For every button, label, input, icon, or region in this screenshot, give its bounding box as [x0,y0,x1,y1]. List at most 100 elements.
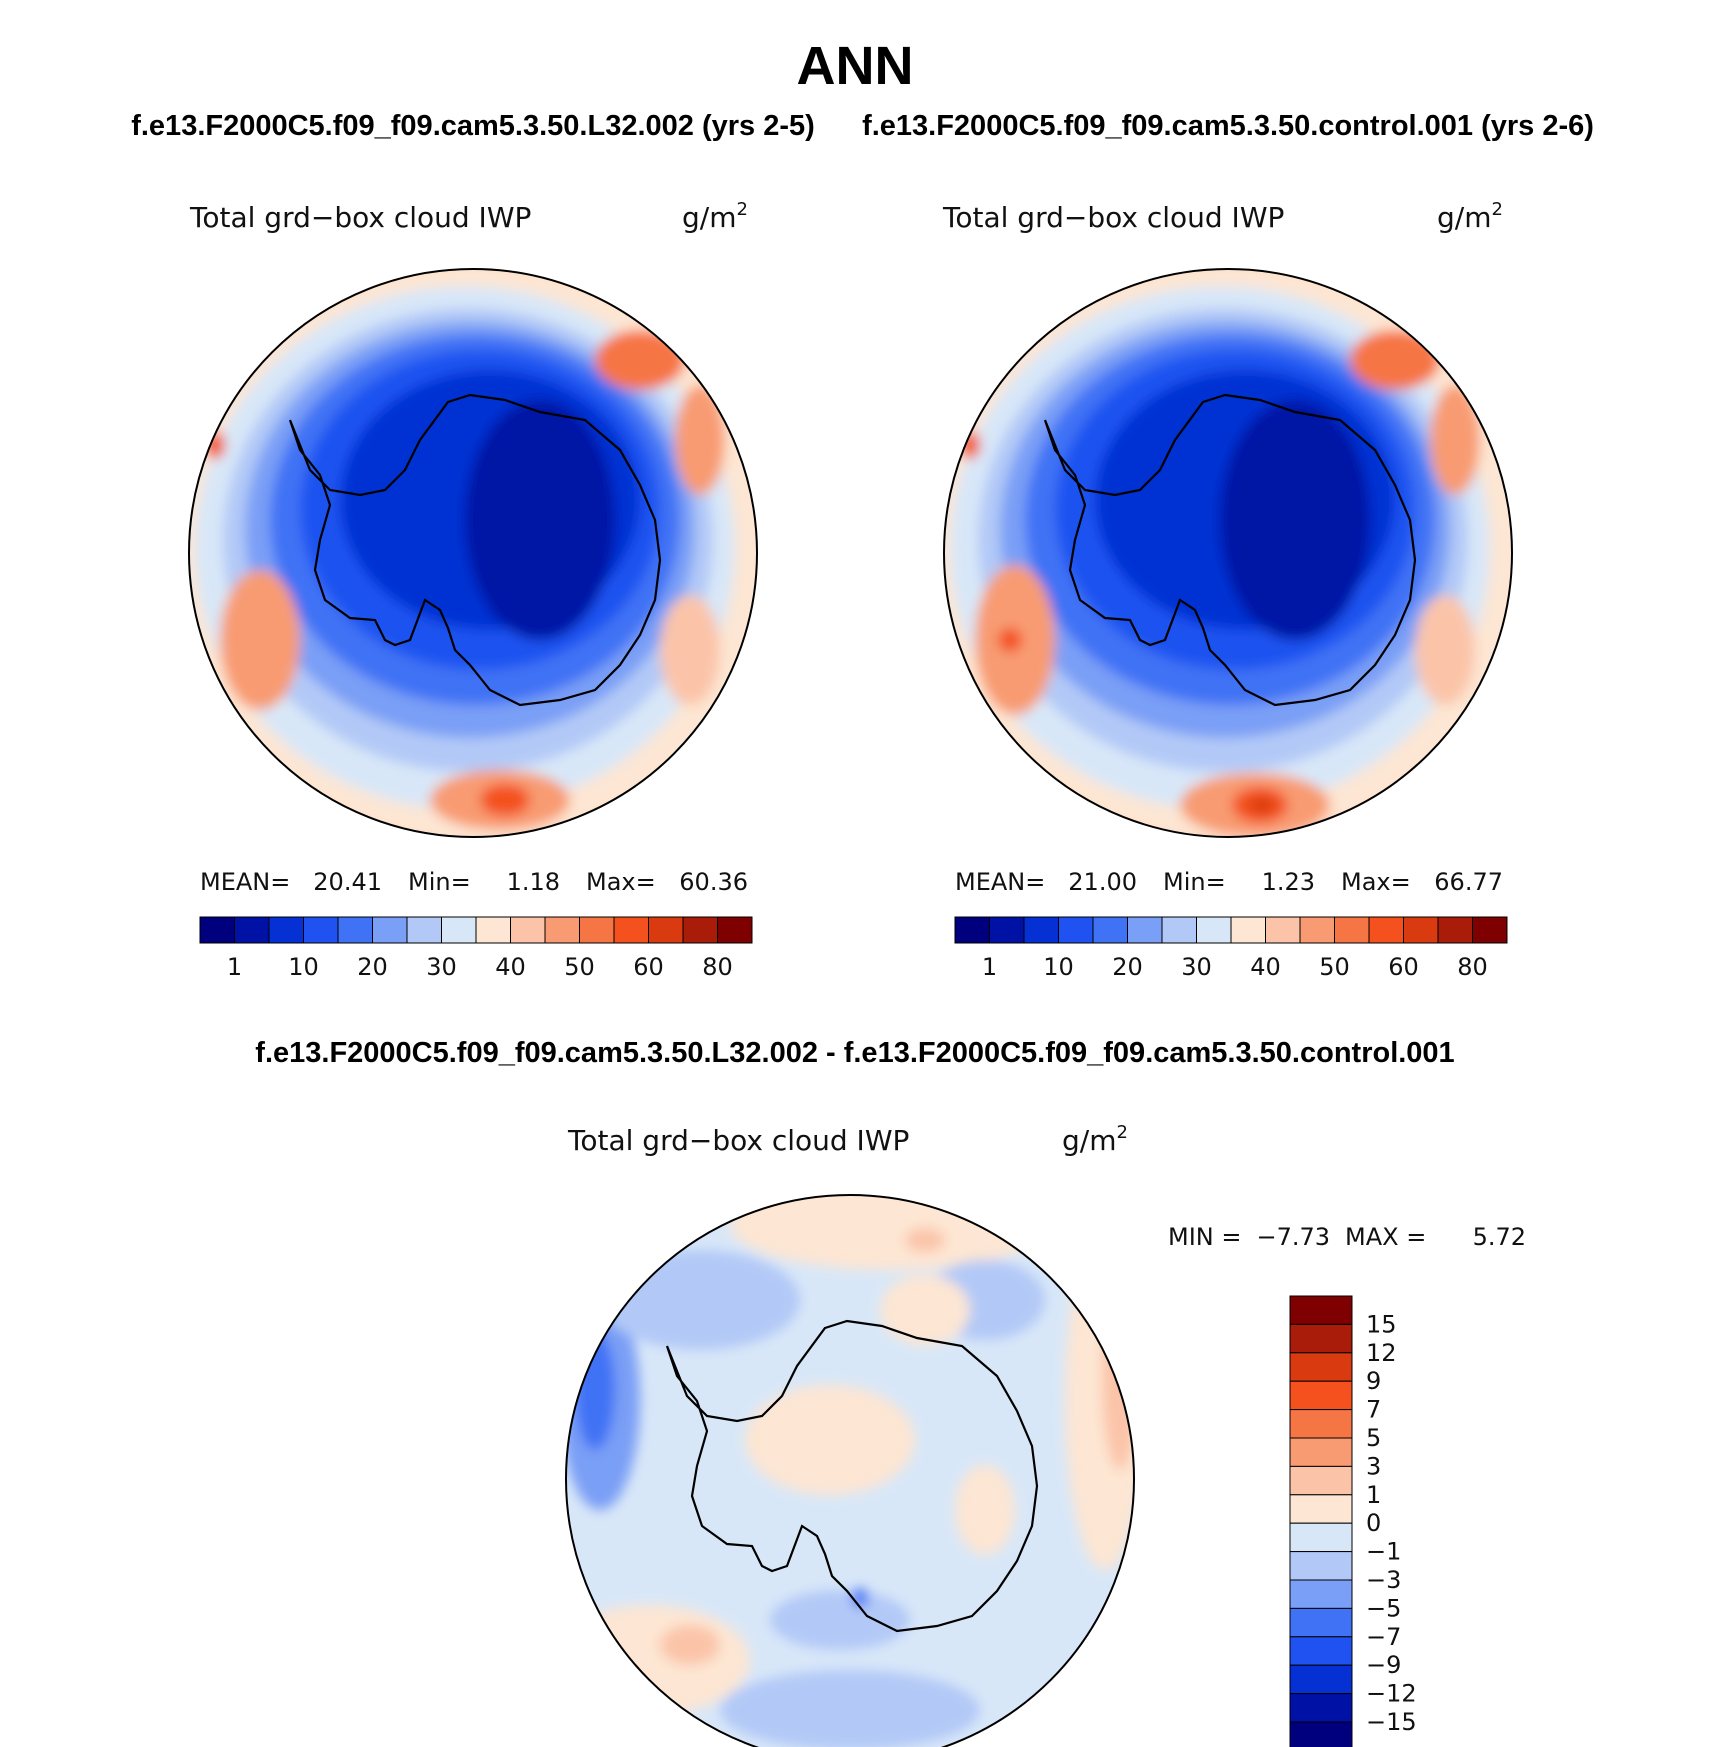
polar-map-difference [566,1195,1134,1747]
colorbar-tick-label: 9 [1366,1367,1381,1395]
units-label: g/m2 [1437,199,1503,234]
colorbar-swatch [648,916,684,944]
colorbar-swatch [303,916,339,944]
colorbar-swatch [1289,1721,1353,1747]
colorbar-tick-label: −1 [1366,1538,1401,1566]
colorbar-swatch [372,916,408,944]
colorbar-swatch [475,916,511,944]
difference-title: f.e13.F2000C5.f09_f09.cam5.3.50.L32.002 … [255,1037,1454,1069]
units-label: g/m2 [682,199,748,234]
colorbar-swatch [1368,916,1404,944]
colorbar-tick-label: −9 [1366,1651,1401,1679]
colorbar-swatch [717,916,753,944]
colorbar-swatch [337,916,373,944]
colorbar-tick-label: 10 [1043,953,1074,981]
colorbar-swatch [268,916,304,944]
colorbar-swatch [1289,1352,1353,1382]
svg-text:Min=: Min= [1163,868,1226,896]
svg-text:60.36: 60.36 [679,868,748,896]
colorbar-swatch [544,916,580,944]
colorbar-swatch [989,916,1025,944]
units-label: g/m2 [1062,1122,1128,1157]
stats-line: MEAN= 21.00 Min= 1.23 Max= 66.77 [955,868,1503,896]
colorbar-swatch [1289,1323,1353,1354]
colorbar-swatch [1289,1409,1353,1439]
figure-title: ANN [797,36,914,96]
colorbar-tick-label: −5 [1366,1594,1401,1622]
colorbar-swatch [1289,1551,1353,1581]
colorbar-tick-label: 60 [1388,953,1419,981]
variable-label: Total grd−box cloud IWP [189,201,531,234]
colorbar-swatch [234,916,270,944]
colorbar-swatch [613,916,649,944]
colorbar-tick-label: 15 [1366,1310,1397,1338]
colorbar-swatch [1196,916,1232,944]
colorbar-swatch [1023,916,1059,944]
colorbar-tick-label: 12 [1366,1339,1397,1367]
polar-map-right [944,269,1512,837]
antarctica-coastline [288,393,662,707]
colorbar-tick-label: 50 [564,953,595,981]
colorbar-tick-label: 5 [1366,1424,1381,1452]
colorbar-swatch [1289,1579,1353,1609]
case-right-title: f.e13.F2000C5.f09_f09.cam5.3.50.control.… [862,110,1594,142]
colorbar-tick-label: 1 [227,953,242,981]
colorbar-swatch [1289,1607,1353,1638]
variable-label: Total grd−box cloud IWP [567,1124,909,1157]
svg-text:MEAN=: MEAN= [955,868,1045,896]
colorbar-swatch [199,916,235,944]
colorbar-swatch [1289,1295,1353,1325]
svg-text:MEAN=: MEAN= [200,868,290,896]
colorbar-swatch [954,916,990,944]
colorbar-tick-label: 20 [357,953,388,981]
colorbar-swatch [1289,1636,1353,1666]
colorbar-swatch [1289,1494,1353,1524]
svg-text:1.18: 1.18 [507,868,560,896]
colorbar-swatch [1472,916,1508,944]
svg-text:MIN =: MIN = [1168,1223,1241,1251]
colorbar-swatch [682,916,718,944]
map-boundary [565,1194,1135,1747]
svg-text:MAX =: MAX = [1345,1223,1426,1251]
variable-label: Total grd−box cloud IWP [942,201,1284,234]
colorbar-swatch [1334,916,1370,944]
colorbar-swatch [406,916,442,944]
svg-text:Max=: Max= [586,868,656,896]
map-boundary [943,268,1513,838]
polar-map-left [189,269,757,837]
colorbar-swatch [1299,916,1335,944]
colorbar-swatch [1289,1465,1353,1496]
colorbar-tick-label: 40 [1250,953,1281,981]
colorbar-swatch [1437,916,1473,944]
colorbar-tick-label: 1 [982,953,997,981]
colorbar-swatch [1289,1664,1353,1695]
colorbar-tick-label: 30 [1181,953,1212,981]
colorbar-tick-label: 30 [426,953,457,981]
panel-left: Total grd−box cloud IWP g/m2 [188,199,758,981]
svg-text:1.23: 1.23 [1262,868,1315,896]
colorbar-swatch [1289,1522,1353,1553]
colorbar-tick-label: −15 [1366,1708,1417,1736]
colorbar-swatch [1265,916,1301,944]
colorbar-swatch [579,916,615,944]
colorbar-swatch [1161,916,1197,944]
antarctica-coastline [665,1319,1039,1633]
colorbar-tick-label: 40 [495,953,526,981]
colorbar-tick-label: 10 [288,953,319,981]
colorbar-swatch [1092,916,1128,944]
panel-right: Total grd−box cloud IWP g/m2 [942,199,1513,981]
colorbar-tick-label: −7 [1366,1623,1401,1651]
stats-line: MEAN= 20.41 Min= 1.18 Max= 60.36 [200,868,748,896]
colorbar-right: 1 10 20 30 40 50 60 80 [954,916,1508,981]
colorbar-swatch [1230,916,1266,944]
colorbar-swatch [441,916,477,944]
colorbar-left: 1 10 20 30 40 50 60 80 [199,916,753,981]
svg-text:Max=: Max= [1341,868,1411,896]
svg-text:20.41: 20.41 [313,868,382,896]
colorbar-tick-label: −3 [1366,1566,1401,1594]
colorbar-tick-label: 80 [1457,953,1488,981]
colorbar-tick-label: 0 [1366,1509,1381,1537]
colorbar-tick-label: 60 [633,953,664,981]
